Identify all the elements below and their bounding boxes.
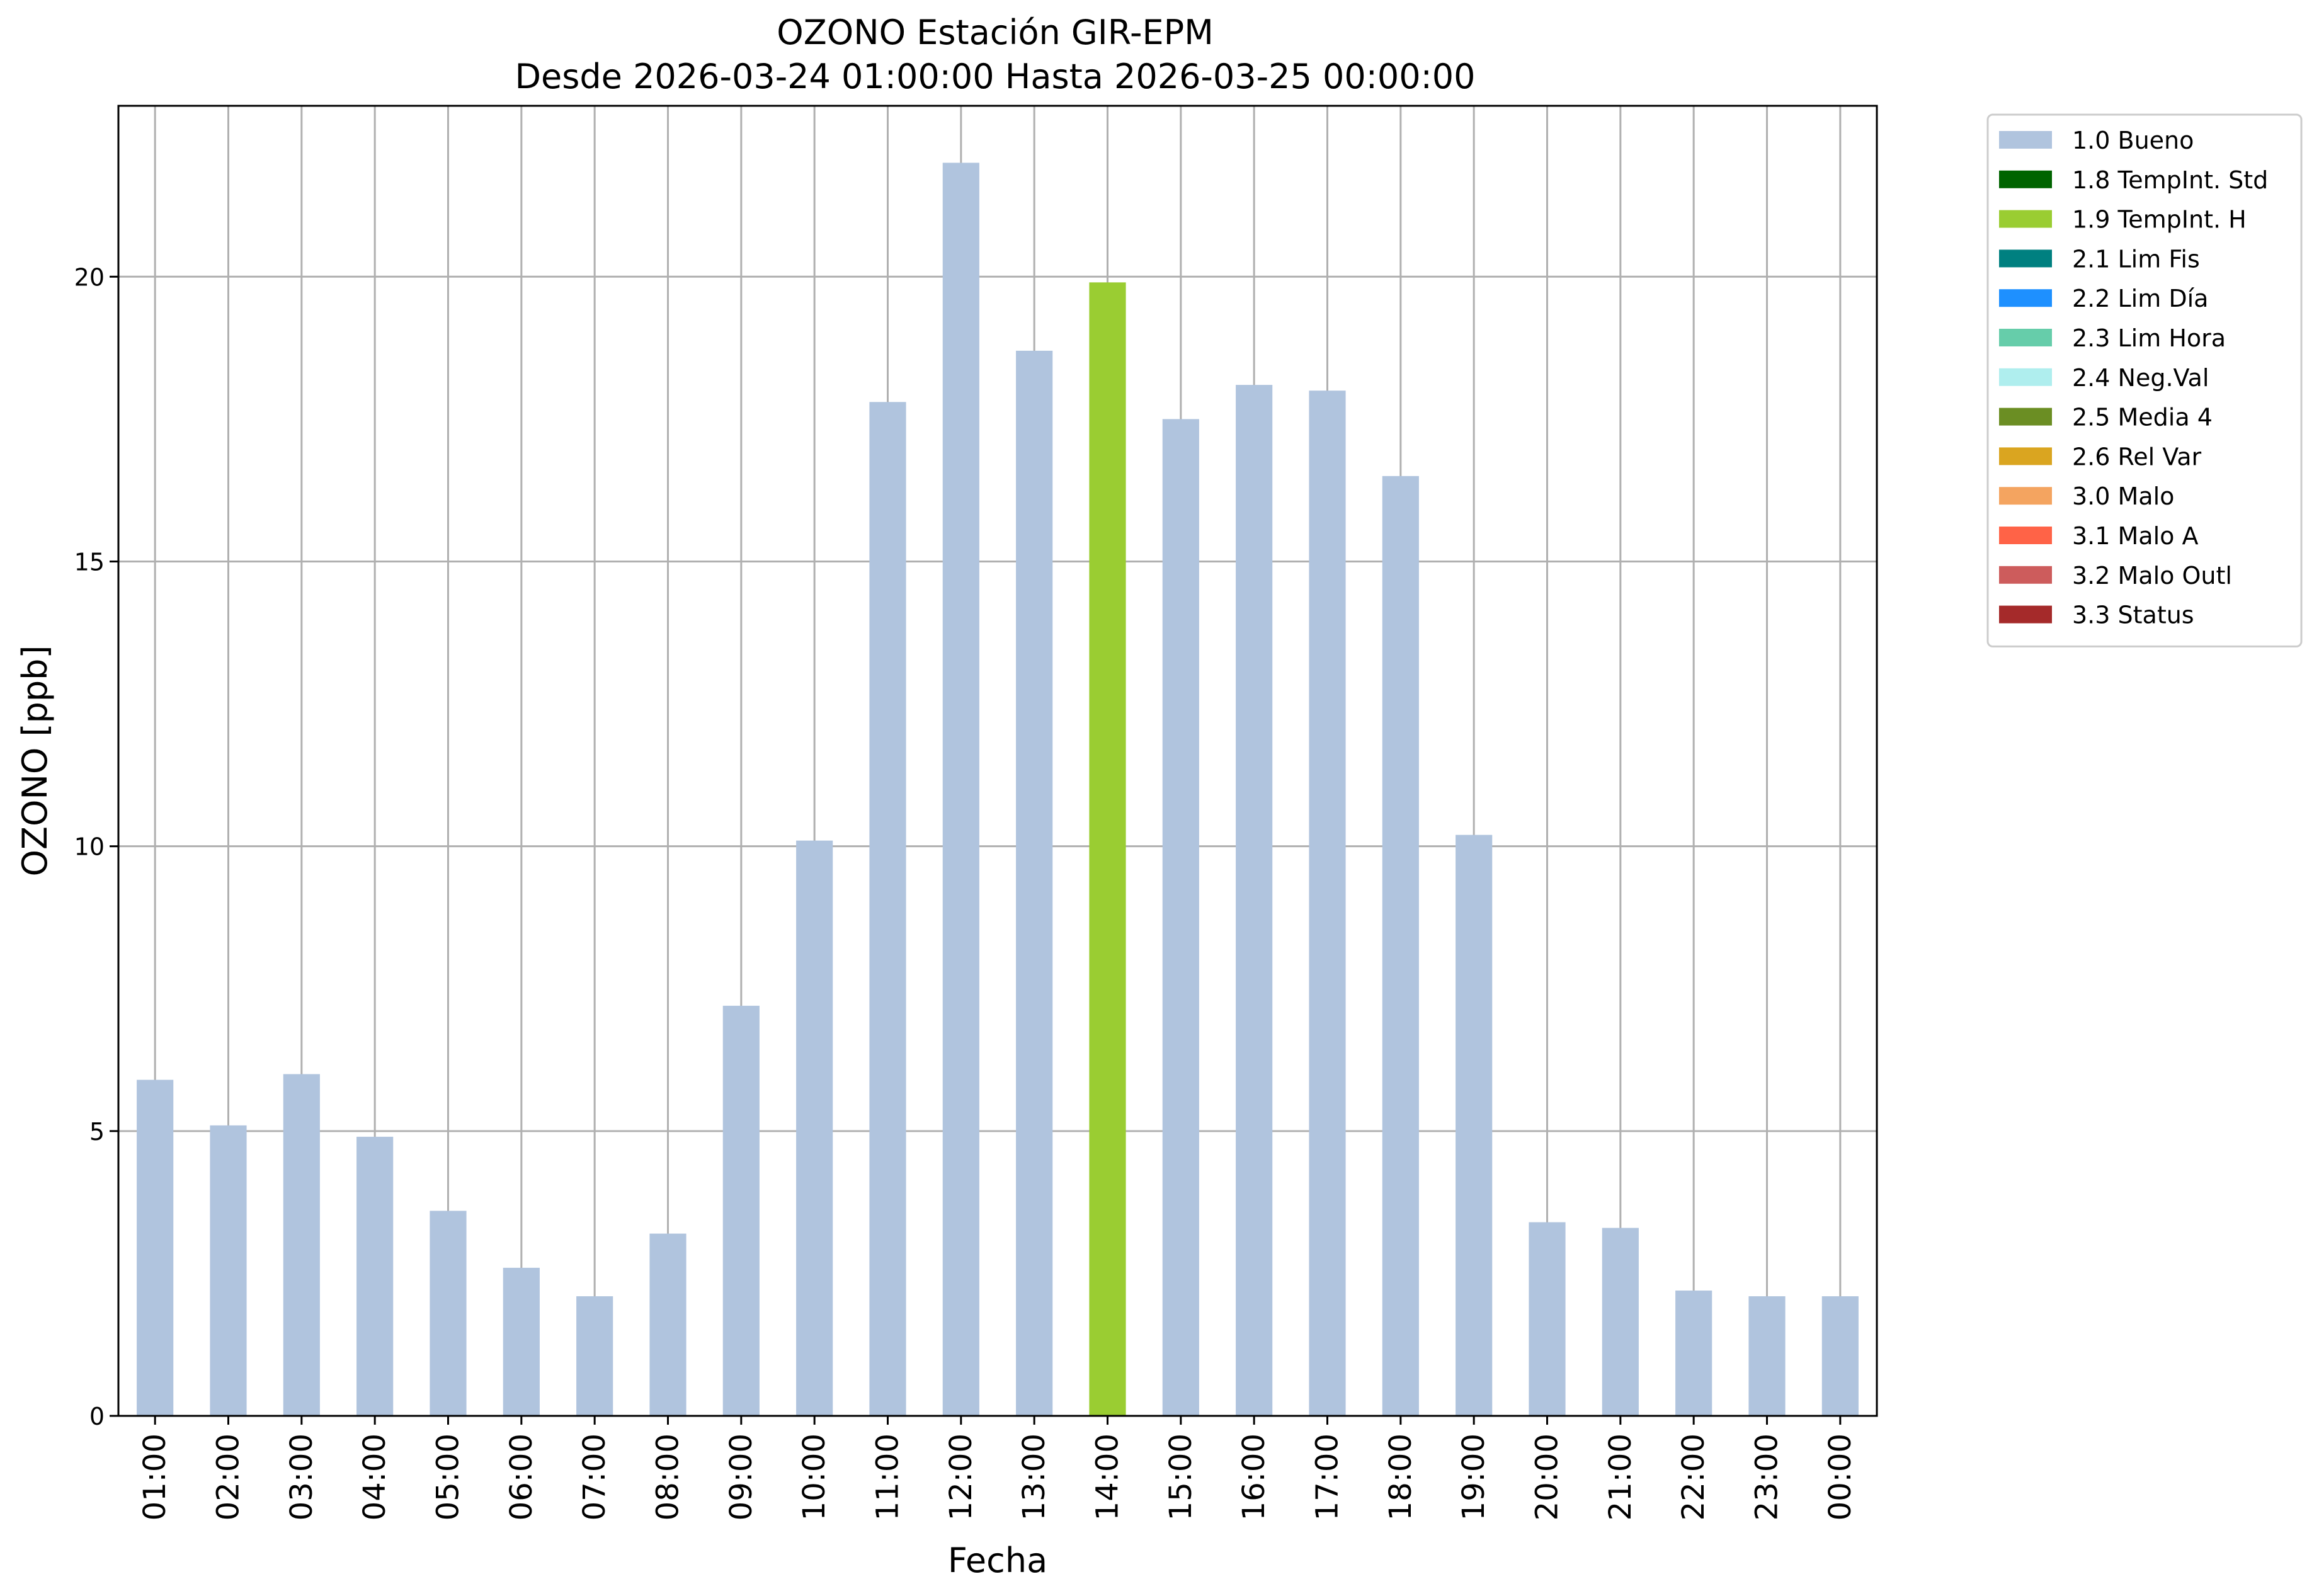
x-tick-label: 01:00 — [137, 1434, 173, 1520]
legend-label: 1.9 TempInt. H — [2072, 206, 2247, 234]
legend-label: 3.0 Malo — [2072, 482, 2174, 510]
bar — [356, 1136, 394, 1416]
bar — [210, 1125, 247, 1416]
bar — [942, 162, 979, 1416]
y-axis-ticks: 0 5 10 15 20 — [74, 263, 118, 1430]
legend-label: 2.6 Rel Var — [2072, 443, 2202, 470]
legend-label: 1.8 TempInt. Std — [2072, 166, 2268, 194]
x-tick-label: 13:00 — [1017, 1434, 1052, 1520]
legend-swatch — [1999, 605, 2052, 624]
chart-title: OZONO Estación GIR-EPM — [777, 13, 1214, 52]
x-tick-label: 06:00 — [504, 1434, 539, 1520]
bar — [1602, 1228, 1639, 1416]
x-tick-label: 16:00 — [1236, 1434, 1272, 1520]
x-tick-label: 21:00 — [1603, 1434, 1638, 1520]
bar — [1748, 1296, 1786, 1416]
bar — [1236, 385, 1273, 1416]
bar — [1089, 282, 1126, 1416]
x-tick-label: 12:00 — [943, 1434, 979, 1520]
legend-swatch — [1999, 131, 2052, 149]
legend-label: 2.2 Lim Día — [2072, 285, 2208, 312]
bar — [1529, 1222, 1566, 1416]
bar — [576, 1296, 613, 1416]
legend-swatch — [1999, 566, 2052, 584]
bar — [722, 1005, 760, 1416]
x-axis-label: Fecha — [948, 1541, 1047, 1580]
legend-swatch — [1999, 527, 2052, 544]
legend-swatch — [1999, 329, 2052, 346]
legend-swatch — [1999, 368, 2052, 386]
x-tick-label: 22:00 — [1676, 1434, 1711, 1520]
x-tick-label: 11:00 — [870, 1434, 906, 1520]
x-tick-label: 23:00 — [1750, 1434, 1785, 1520]
bar — [796, 840, 833, 1416]
legend-label: 2.5 Media 4 — [2072, 404, 2213, 431]
bar — [649, 1233, 687, 1416]
y-tick-label: 15 — [74, 548, 105, 576]
bar — [503, 1267, 540, 1416]
chart-subtitle: Desde 2026-03-24 01:00:00 Hasta 2026-03-… — [515, 57, 1475, 96]
x-tick-label: 17:00 — [1310, 1434, 1345, 1520]
legend-label: 2.4 Neg.Val — [2072, 364, 2209, 392]
x-tick-label: 05:00 — [431, 1434, 466, 1520]
bar — [1821, 1296, 1859, 1416]
bar — [1162, 419, 1199, 1416]
x-tick-label: 04:00 — [357, 1434, 392, 1520]
x-tick-label: 19:00 — [1456, 1434, 1491, 1520]
bar — [283, 1074, 320, 1416]
legend-label: 2.3 Lim Hora — [2072, 324, 2226, 352]
x-tick-label: 10:00 — [797, 1434, 832, 1520]
bar — [1675, 1291, 1712, 1416]
legend-label: 2.1 Lim Fis — [2072, 245, 2200, 273]
x-tick-label: 15:00 — [1163, 1434, 1199, 1520]
legend-swatch — [1999, 289, 2052, 307]
legend: 1.0 Bueno 1.8 TempInt. Std 1.9 TempInt. H 2… — [1986, 113, 2303, 647]
legend-label: 3.3 Status — [2072, 601, 2194, 629]
legend-label: 3.2 Malo Outl — [2072, 562, 2232, 590]
bar — [1456, 835, 1493, 1416]
y-tick-label: 0 — [89, 1403, 105, 1430]
bar — [430, 1211, 467, 1416]
legend-swatch — [1999, 249, 2052, 268]
y-tick-label: 10 — [74, 833, 105, 861]
legend-label: 3.1 Malo A — [2072, 522, 2198, 550]
legend-swatch — [1999, 170, 2052, 188]
legend-box — [1986, 113, 2303, 647]
x-tick-label: 00:00 — [1823, 1434, 1858, 1520]
y-tick-label: 20 — [74, 263, 105, 291]
x-tick-label: 03:00 — [284, 1434, 319, 1520]
bar — [1382, 476, 1419, 1416]
x-tick-label: 09:00 — [724, 1434, 759, 1520]
bar — [1016, 350, 1053, 1416]
y-tick-label: 5 — [89, 1118, 105, 1146]
x-tick-label: 18:00 — [1383, 1434, 1418, 1520]
x-axis-ticks: 01:00 02:00 03:00 04:00 05:00 06:00 07:00 08:00… — [137, 1416, 1858, 1520]
bar — [1309, 390, 1346, 1416]
legend-swatch — [1999, 408, 2052, 426]
bar — [137, 1080, 174, 1416]
plot-frame — [117, 105, 1878, 1417]
legend-swatch — [1999, 447, 2052, 465]
x-tick-label: 02:00 — [211, 1434, 246, 1520]
x-tick-label: 08:00 — [651, 1434, 686, 1520]
x-tick-label: 14:00 — [1090, 1434, 1125, 1520]
bar — [869, 402, 906, 1416]
y-axis-label: OZONO [ppb] — [15, 645, 55, 876]
bars-group — [137, 162, 1859, 1416]
legend-swatch — [1999, 210, 2052, 228]
legend-label: 1.0 Bueno — [2072, 127, 2194, 154]
x-tick-label: 20:00 — [1530, 1434, 1565, 1520]
legend-swatch — [1999, 487, 2052, 505]
x-tick-label: 07:00 — [577, 1434, 612, 1520]
